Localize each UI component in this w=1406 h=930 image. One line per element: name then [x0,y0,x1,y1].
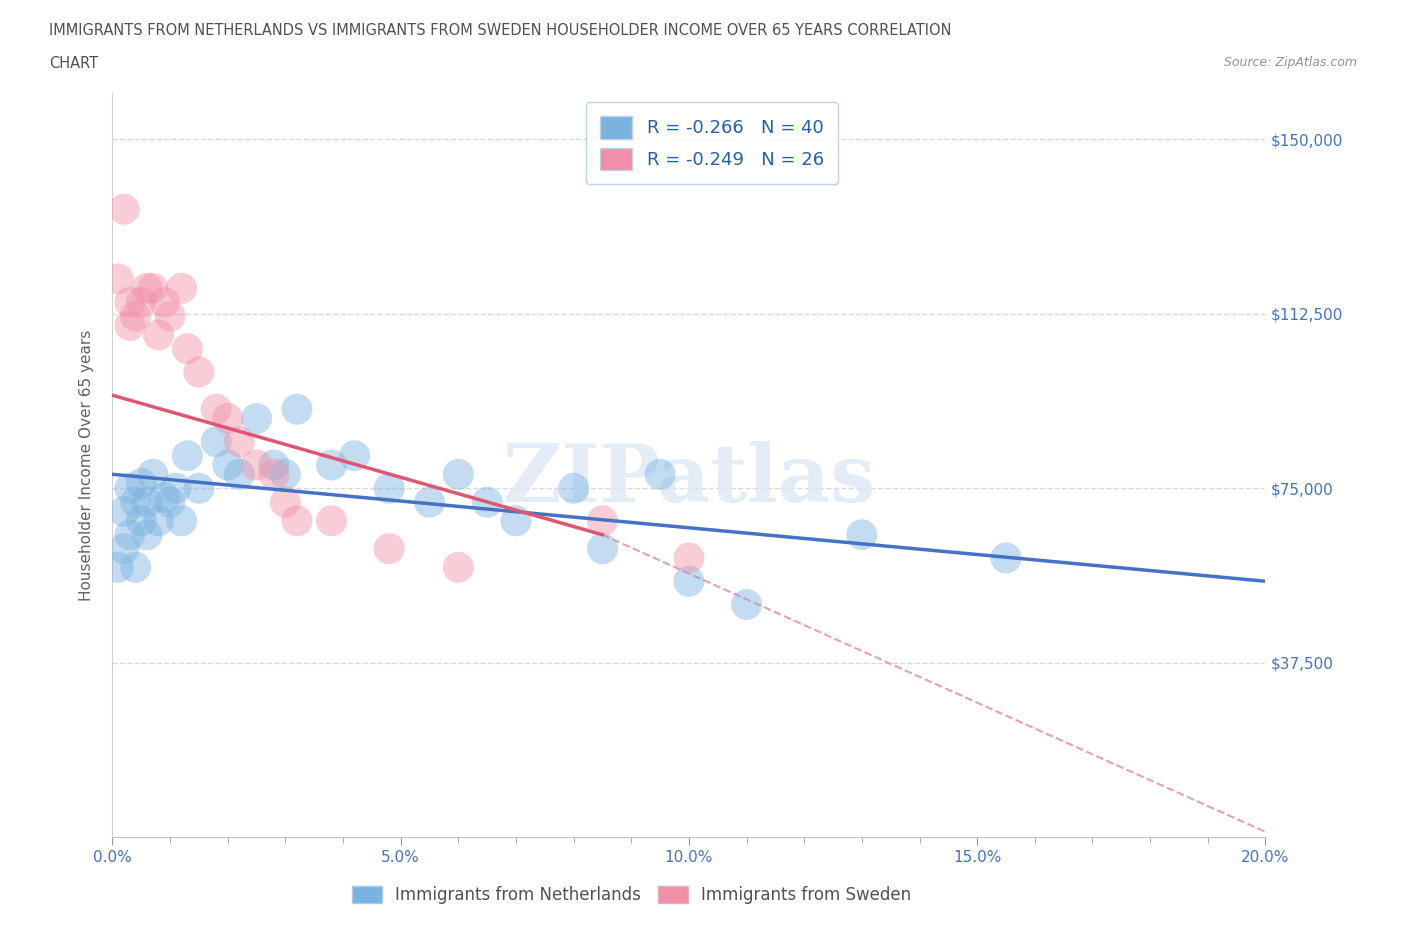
Point [447,467,470,482]
Point [217,458,239,472]
Point [118,295,141,310]
Point [124,495,146,510]
Point [205,434,228,449]
Point [153,490,176,505]
Point [419,495,441,510]
Point [378,481,401,496]
Point [112,541,135,556]
Legend: Immigrants from Netherlands, Immigrants from Sweden: Immigrants from Netherlands, Immigrants … [344,879,918,910]
Point [159,309,181,324]
Point [118,318,141,333]
Point [592,541,614,556]
Point [592,513,614,528]
Point [136,527,159,542]
Point [678,574,700,589]
Point [995,551,1018,565]
Point [447,560,470,575]
Point [124,560,146,575]
Point [153,295,176,310]
Point [228,467,250,482]
Point [170,281,193,296]
Point [136,281,159,296]
Point [228,434,250,449]
Point [285,402,308,417]
Point [274,467,297,482]
Text: Source: ZipAtlas.com: Source: ZipAtlas.com [1223,56,1357,69]
Point [129,513,153,528]
Point [505,513,527,528]
Point [118,527,141,542]
Point [378,541,401,556]
Point [188,481,211,496]
Point [129,295,153,310]
Point [205,402,228,417]
Point [562,481,585,496]
Point [136,495,159,510]
Y-axis label: Householder Income Over 65 years: Householder Income Over 65 years [79,329,94,601]
Point [274,495,297,510]
Point [263,467,285,482]
Point [165,481,187,496]
Point [217,411,239,426]
Point [159,495,181,510]
Point [112,504,135,519]
Point [678,551,700,565]
Point [170,513,193,528]
Point [176,448,198,463]
Point [148,327,170,342]
Point [129,476,153,491]
Point [107,560,129,575]
Point [321,458,343,472]
Point [245,458,267,472]
Point [735,597,758,612]
Point [321,513,343,528]
Point [148,513,170,528]
Point [285,513,308,528]
Point [118,481,141,496]
Text: ZIPatlas: ZIPatlas [503,441,875,519]
Point [124,309,146,324]
Point [648,467,672,482]
Point [142,281,165,296]
Point [107,272,129,286]
Point [142,467,165,482]
Point [188,365,211,379]
Point [851,527,873,542]
Text: IMMIGRANTS FROM NETHERLANDS VS IMMIGRANTS FROM SWEDEN HOUSEHOLDER INCOME OVER 65: IMMIGRANTS FROM NETHERLANDS VS IMMIGRANT… [49,23,952,38]
Text: CHART: CHART [49,56,98,71]
Point [475,495,498,510]
Point [176,341,198,356]
Point [343,448,366,463]
Point [263,458,285,472]
Point [245,411,267,426]
Point [112,202,135,217]
